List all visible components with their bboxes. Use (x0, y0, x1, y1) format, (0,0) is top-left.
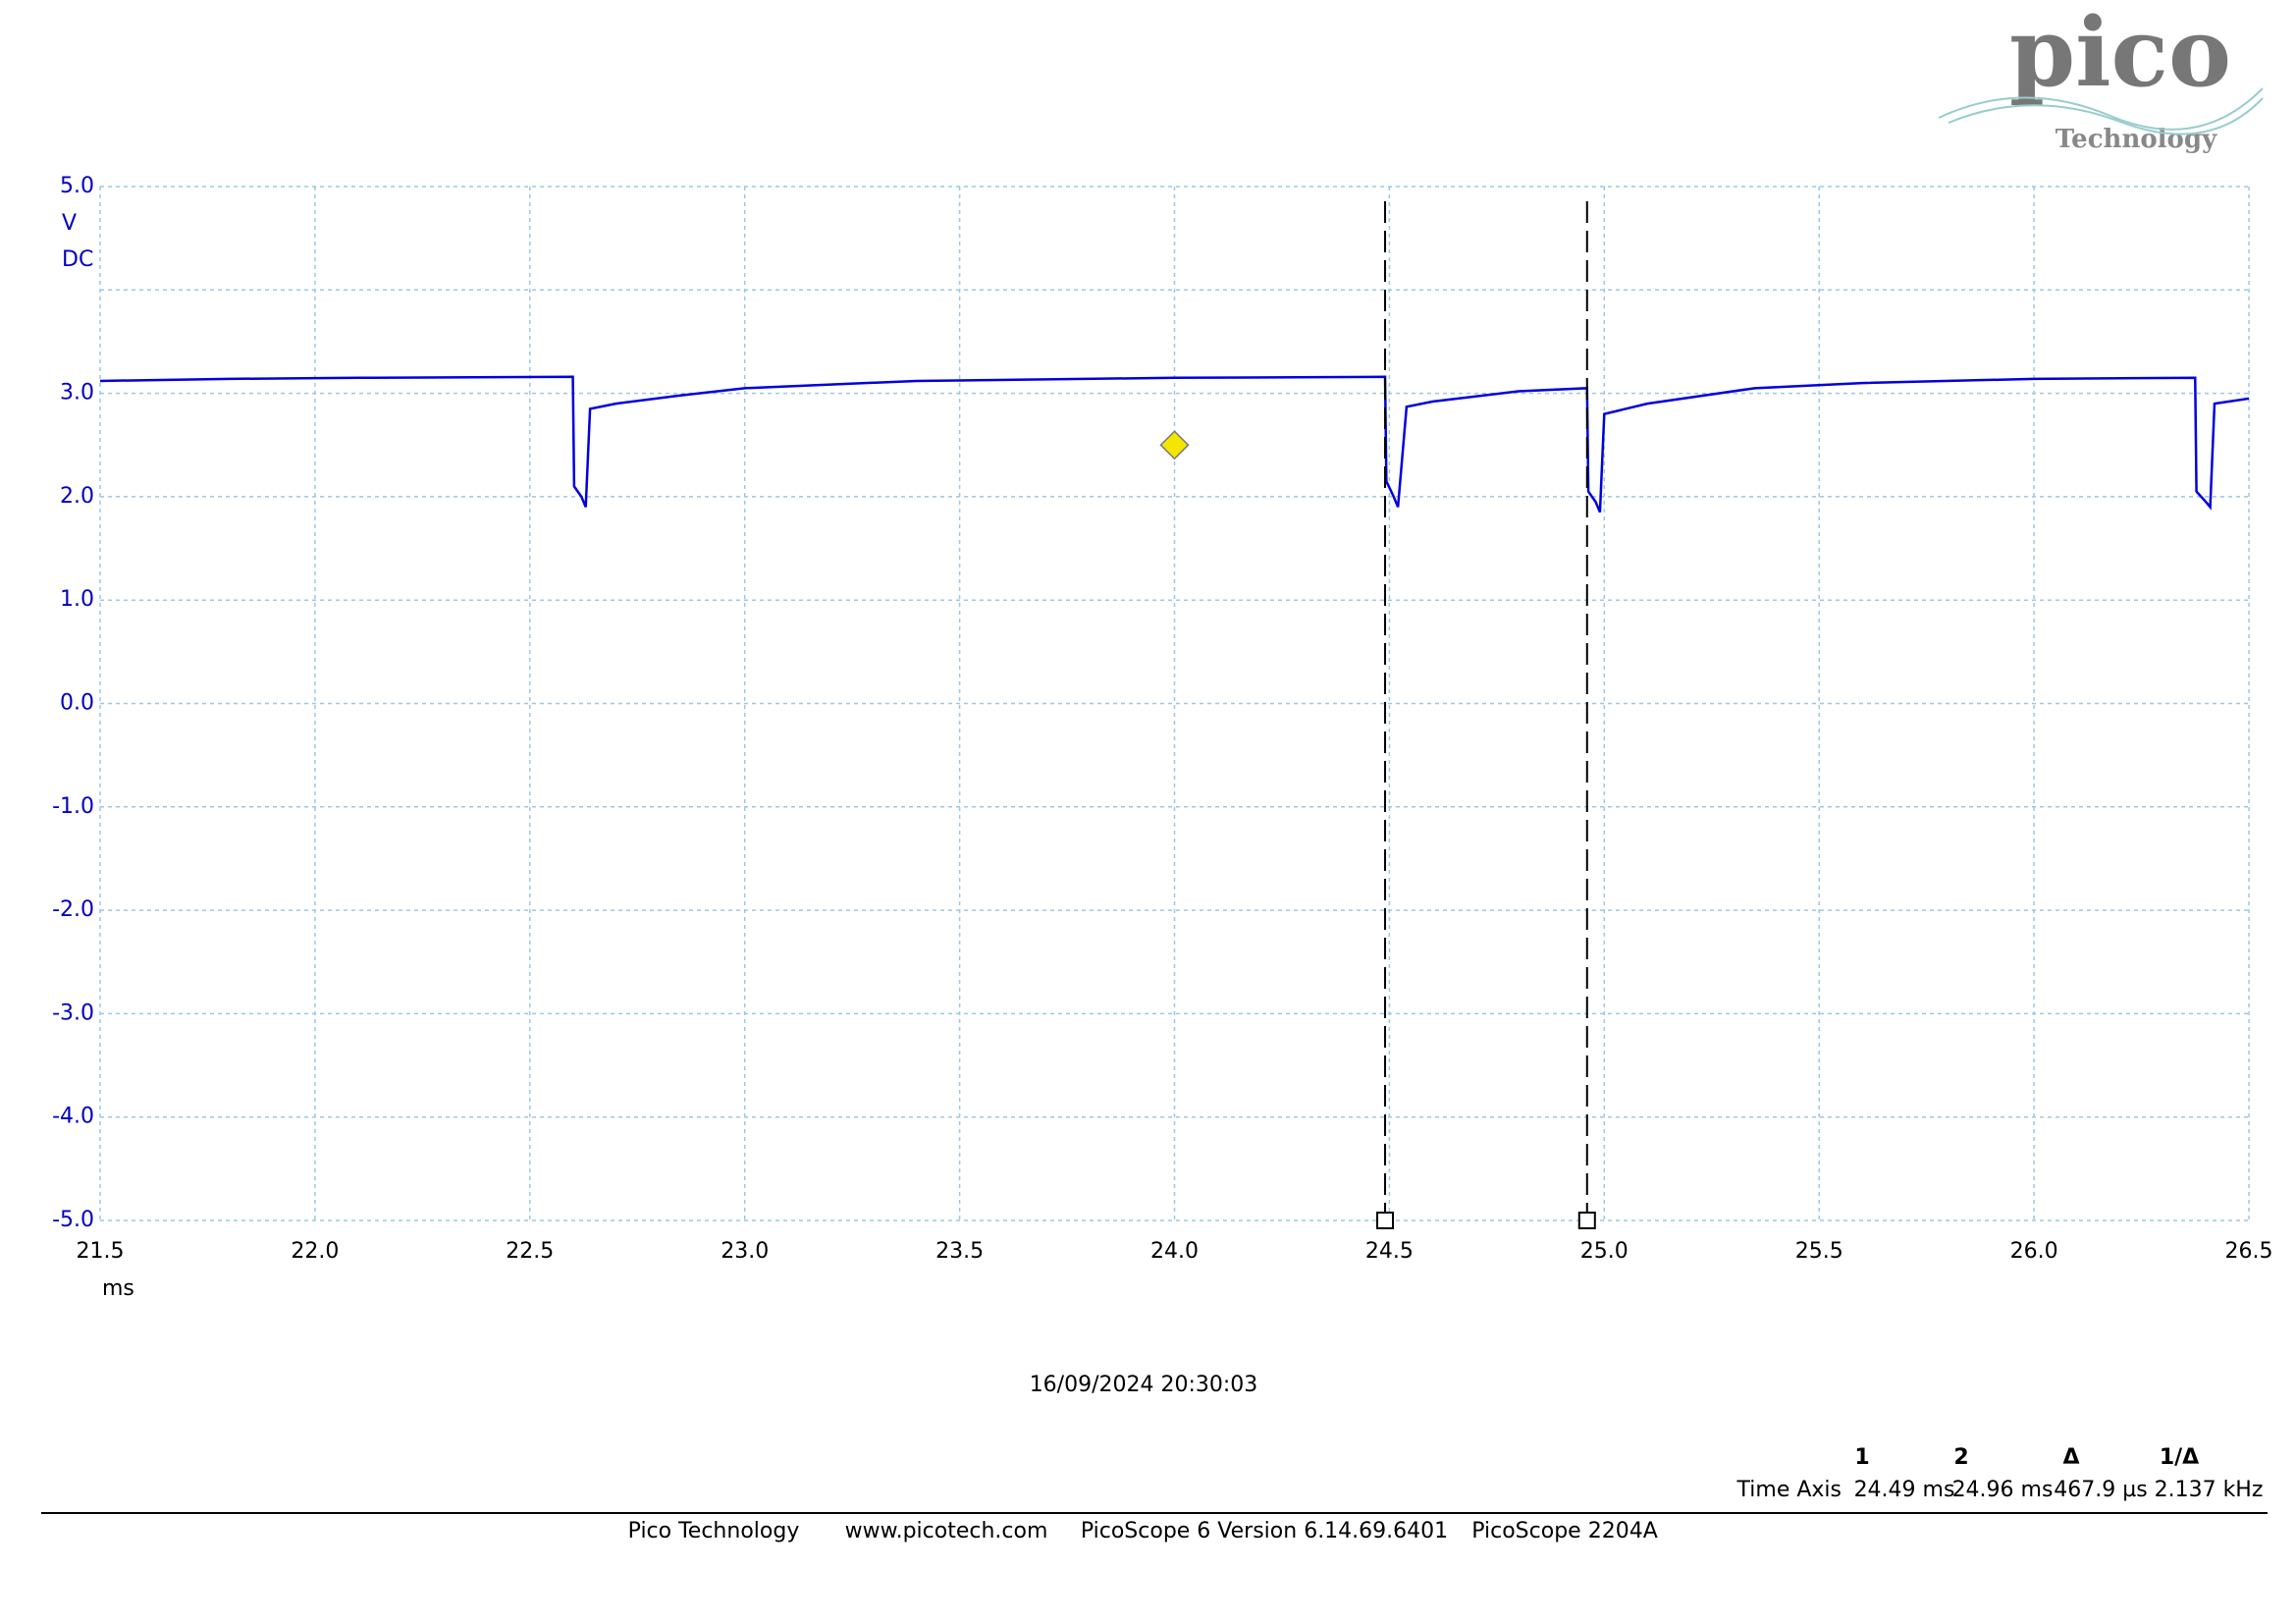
y-tick-label: -4.0 (52, 1105, 94, 1129)
cursor-header: 1/Δ (2160, 1445, 2199, 1470)
cursor-header: Δ (2062, 1445, 2079, 1470)
y-tick-label: -1.0 (52, 794, 94, 819)
cursor-handle (1577, 1212, 1596, 1229)
x-tick-label: 21.5 (77, 1239, 125, 1264)
y-tick-label: 3.0 (60, 381, 94, 406)
x-tick-label: 25.0 (1580, 1239, 1629, 1264)
cursor-header: 2 (1953, 1445, 1968, 1470)
y-tick-label: 5.0 (60, 174, 94, 198)
cursor-value: 24.49 ms (1854, 1478, 1955, 1502)
y-tick-label: 1.0 (60, 587, 94, 612)
x-tick-label: 24.0 (1150, 1239, 1199, 1264)
cursor-header: 1 (1854, 1445, 1869, 1470)
y-unit: V (62, 211, 77, 236)
logo-sub: Technology (2056, 125, 2217, 154)
x-tick-label: 24.5 (1365, 1239, 1414, 1264)
y-tick-label: -3.0 (52, 1001, 94, 1025)
x-tick-label: 26.5 (2225, 1239, 2273, 1264)
x-unit: ms (102, 1276, 134, 1301)
cursor-value: 24.96 ms (1952, 1478, 2054, 1502)
x-tick-label: 23.0 (721, 1239, 769, 1264)
x-tick-label: 23.5 (935, 1239, 984, 1264)
x-tick-label: 25.5 (1795, 1239, 1843, 1264)
y-tick-label: 0.0 (60, 691, 94, 716)
trigger-marker (1159, 430, 1190, 460)
x-tick-label: 26.0 (2010, 1239, 2058, 1264)
footer: Pico Technology (628, 1519, 800, 1543)
y-tick-label: -5.0 (52, 1208, 94, 1232)
date: 16/09/2024 20:30:03 (1030, 1373, 1258, 1397)
logo: pico (2009, 0, 2231, 108)
x-tick-label: 22.5 (506, 1239, 554, 1264)
footer: PicoScope 2204A (1471, 1519, 1658, 1543)
y-tick-label: 2.0 (60, 484, 94, 509)
cursor-value: 467.9 µs (2054, 1478, 2147, 1502)
y-tick-label: -2.0 (52, 897, 94, 922)
x-tick-label: 22.0 (291, 1239, 339, 1264)
logo-waves (1938, 87, 2264, 135)
cursor-handle (1376, 1212, 1395, 1229)
footer: www.picotech.com (845, 1519, 1048, 1543)
footer: PicoScope 6 Version 6.14.69.6401 (1081, 1519, 1448, 1543)
cursor-row-label: Time Axis (1736, 1478, 1842, 1502)
waveform (99, 375, 2250, 514)
coupling: DC (62, 247, 93, 272)
cursor-value: 2.137 kHz (2155, 1478, 2264, 1502)
